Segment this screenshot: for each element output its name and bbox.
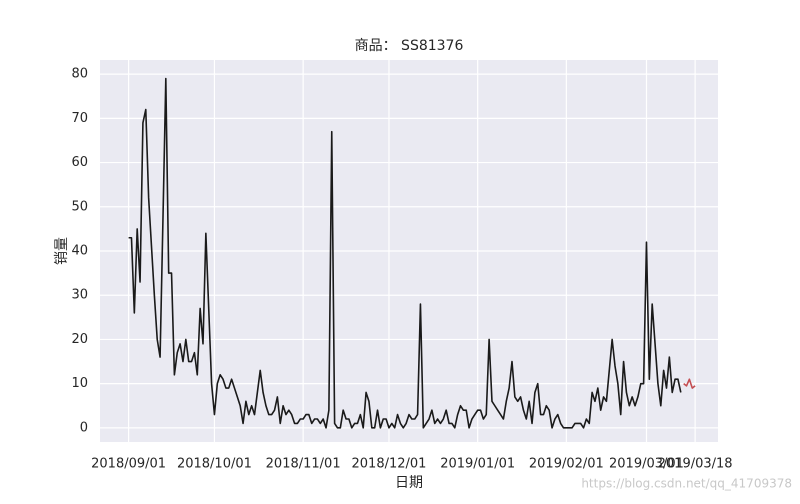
chart-title: 商品： SS81376 [355, 38, 464, 54]
y-tick-label: 70 [71, 111, 88, 126]
y-tick-label: 0 [80, 420, 88, 435]
y-axis-label: 销量 [54, 237, 70, 265]
y-tick-label: 80 [71, 67, 88, 82]
x-tick-label: 2018/09/01 [91, 457, 166, 472]
x-tick-label: 2019/03/18 [658, 457, 733, 472]
marks [128, 77, 696, 429]
y-tick-label: 20 [71, 332, 88, 347]
x-tick-label: 2018/10/01 [177, 457, 252, 472]
x-tick-label: 2019/03/01 [609, 457, 684, 472]
x-tick-label: 2018/11/01 [266, 457, 341, 472]
x-tick-label: 2019/02/01 [529, 457, 604, 472]
line [128, 77, 682, 429]
watermark: https://blog.csdn.net/qq_41709378 [581, 477, 792, 491]
y-tick-label: 40 [71, 244, 88, 259]
x-axis-label: 日期 [395, 475, 423, 491]
y-tick-label: 50 [71, 199, 88, 214]
line [683, 378, 696, 389]
y-tick-label: 10 [71, 376, 88, 391]
x-tick-label: 2019/01/01 [440, 457, 515, 472]
y-tick-label: 60 [71, 155, 88, 170]
x-tick-label: 2018/12/01 [352, 457, 427, 472]
y-tick-label: 30 [71, 288, 88, 303]
